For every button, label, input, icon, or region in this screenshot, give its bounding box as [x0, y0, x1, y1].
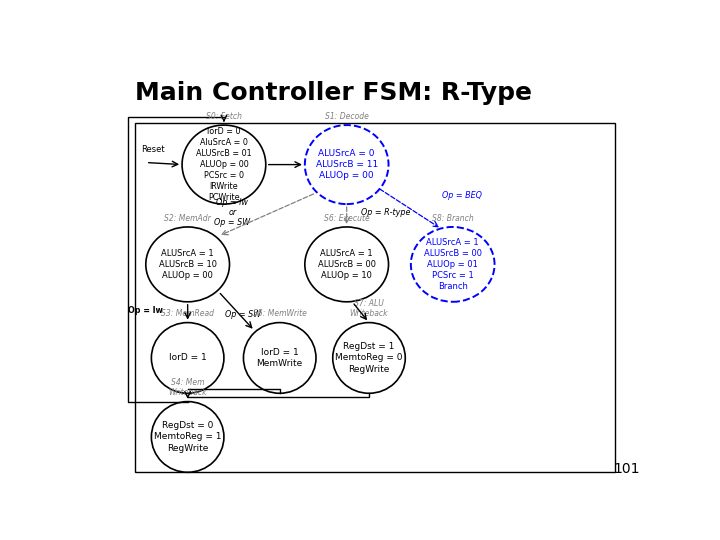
Text: S1: Decode: S1: Decode	[325, 112, 369, 121]
Text: S7: ALU
Writeback: S7: ALU Writeback	[350, 299, 388, 319]
Bar	[135, 123, 615, 472]
Text: Main Controller FSM: R‐Type: Main Controller FSM: R‐Type	[135, 82, 531, 105]
Text: ALUSrcA = 1
ALUSrcB = 00
ALUOp = 01
PCSrc = 1
Branch: ALUSrcA = 1 ALUSrcB = 00 ALUOp = 01 PCSr…	[423, 238, 482, 291]
Text: Op = lw
or
Op = SW: Op = lw or Op = SW	[215, 198, 251, 227]
Text: RegDst = 1
MemtoReg = 0
RegWrite: RegDst = 1 MemtoReg = 0 RegWrite	[336, 342, 402, 374]
Text: S5: MemWrite: S5: MemWrite	[253, 309, 307, 319]
Text: ALUSrcA = 0
ALUSrcB = 11
ALUOp = 00: ALUSrcA = 0 ALUSrcB = 11 ALUOp = 00	[315, 149, 378, 180]
Text: Op = R-type: Op = R-type	[361, 208, 410, 217]
Text: S2: MemAdr: S2: MemAdr	[164, 214, 211, 223]
Text: S0: Fetch: S0: Fetch	[206, 112, 242, 121]
Text: ALUSrcA = 1
ALUSrcB = 00
ALUOp = 10: ALUSrcA = 1 ALUSrcB = 00 ALUOp = 10	[318, 249, 376, 280]
Text: RegDst = 0
MemtoReg = 1
RegWrite: RegDst = 0 MemtoReg = 1 RegWrite	[154, 421, 222, 453]
Text: 101: 101	[613, 462, 639, 476]
Text: S4: Mem
Writeback: S4: Mem Writeback	[168, 378, 207, 397]
Text: Op = SW: Op = SW	[225, 310, 261, 319]
Text: ALUSrcA = 1
ALUSrcB = 10
ALUOp = 00: ALUSrcA = 1 ALUSrcB = 10 ALUOp = 00	[158, 249, 217, 280]
Text: Op = lw: Op = lw	[127, 307, 163, 315]
Text: S8: Branch: S8: Branch	[432, 214, 474, 223]
Text: IorD = 1
MemWrite: IorD = 1 MemWrite	[256, 348, 303, 368]
Text: IorD = 1: IorD = 1	[168, 354, 207, 362]
Text: Reset: Reset	[141, 145, 165, 154]
Text: Op = BEQ: Op = BEQ	[441, 191, 482, 200]
Text: S6: Execute: S6: Execute	[324, 214, 369, 223]
Text: S3: MemRead: S3: MemRead	[161, 309, 214, 319]
Text: IorD = 0
AluSrcA = 0
ALUSrcB = 01
ALUOp = 00
PCSrc = 0
IRWrite
PCWrite: IorD = 0 AluSrcA = 0 ALUSrcB = 01 ALUOp …	[196, 127, 252, 202]
